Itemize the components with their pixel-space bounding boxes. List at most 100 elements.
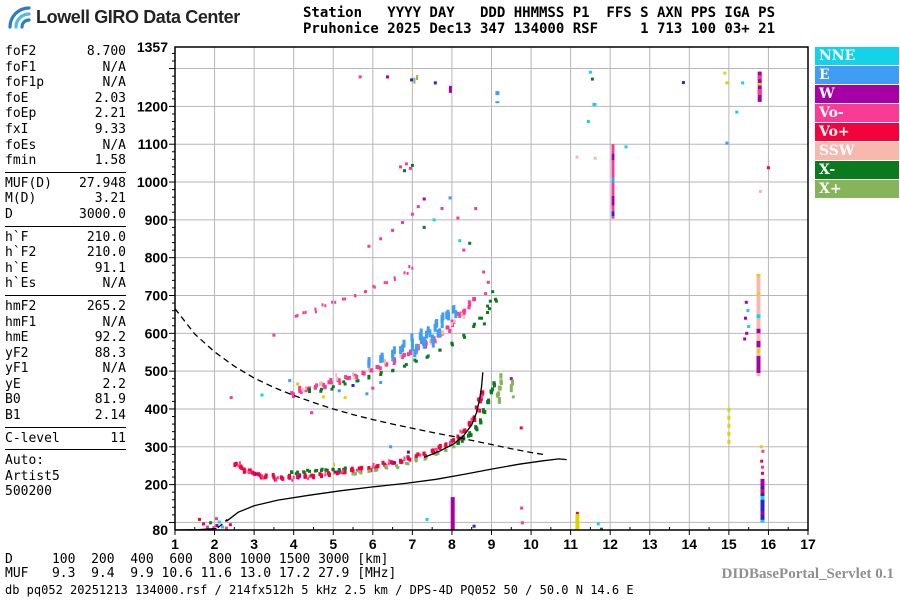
x-axis-label: 8 [448,536,456,552]
station-header-values: Pruhonice 2025 Dec13 347 134000 RSF 1 71… [303,21,776,37]
servlet-version-label: DIDBasePortal_Servlet 0.1 [721,566,894,582]
x-axis-label: 2 [211,536,219,552]
legend-item-ssw: SSW [815,142,899,160]
param-row: h`F 210.0 [5,230,126,246]
profile-valley [217,518,228,529]
param-row: MUF(D) 27.948 [5,176,126,192]
param-label: C-level [5,430,60,446]
param-row: M(D) 3.21 [5,191,126,207]
param-row: foEp 2.21 [5,106,126,122]
x-axis-label: 4 [290,536,298,552]
muf-row: MUF 9.3 9.4 9.9 10.6 11.6 13.0 17.2 27.9… [5,565,397,581]
panel-separator [5,449,126,451]
param-value: 210.0 [86,229,126,245]
param-value: N/A [102,59,126,75]
station-header: Station YYYY DAY DDD HHMMSS P1 FFS S AXN… [303,5,775,37]
rfi-strips [333,71,765,530]
param-value: N/A [102,314,126,330]
legend-item-nne: NNE [815,47,899,65]
f1-trace-x-plus-cusp [496,373,503,404]
param-value: 88.3 [94,345,126,361]
y-axis-label: 1357 [137,39,168,55]
autoscaling-info-line: Auto: [5,453,45,469]
legend-item-x+: X+ [815,180,899,198]
third-hop-pink [294,265,414,318]
x-axis-label: 1 [171,536,179,552]
param-row: fmin 1.58 [5,153,126,169]
y-axis-label: 1000 [137,174,168,190]
param-label: foF2 [5,44,37,59]
param-label: foF1p [5,75,45,91]
param-row: yE 2.2 [5,377,126,393]
param-row: h`E 91.1 [5,261,126,277]
param-value: 3.21 [94,191,126,207]
measurement-info-line: db pq052 20251213 134000.rsf / 214fx512h… [5,583,634,597]
param-row: fxI 9.33 [5,122,126,138]
legend-item-x-: X- [815,161,899,179]
legend-item-vo-: Vo- [815,104,899,122]
autoscaling-info-line: Artist5 [5,468,60,484]
param-label: yF2 [5,345,29,361]
param-value: 3000.0 [79,206,126,222]
param-row: h`Es N/A [5,276,126,292]
y-axis-label: 800 [145,250,169,266]
param-row: foF2 8.700 [5,44,126,60]
param-label: h`F [5,229,29,245]
param-label: foF1 [5,59,37,75]
artist-curves [175,308,567,530]
second-hop-green [307,297,498,394]
param-label: h`F2 [5,245,37,261]
param-row: foF1p N/A [5,75,126,91]
param-value: N/A [102,361,126,377]
param-value: 2.21 [94,106,126,122]
param-value: 1.58 [94,153,126,169]
y-axis-label: 900 [145,212,169,228]
x-axis-label: 12 [602,536,618,552]
param-row: foEs N/A [5,138,126,154]
legend-item-e: E [815,66,899,84]
param-label: fxI [5,121,29,137]
param-value: 11 [110,430,126,446]
d-muf-table: D 100 200 400 600 800 1000 1500 3000 [km… [5,553,396,580]
y-axis-label: 700 [145,287,169,303]
param-row: B0 81.9 [5,392,126,408]
param-row: h`F2 210.0 [5,245,126,261]
param-value: 92.2 [94,330,126,346]
param-label: yE [5,376,21,392]
x-axis-label: 3 [250,536,258,552]
plot-axes: 1357120011001000900800700600500400300200… [137,39,816,552]
param-label: foE [5,90,29,106]
param-label: B0 [5,392,21,408]
y-axis-label: 1200 [137,98,168,114]
x-axis-label: 6 [369,536,377,552]
param-value: 265.2 [86,298,126,314]
param-row: yF2 88.3 [5,346,126,362]
param-row: yF1 N/A [5,361,126,377]
param-label: h`Es [5,276,37,292]
x-axis-label: 10 [523,536,539,552]
echo-direction-legend: NNE E W Vo- Vo+ SSW X- X+ [815,47,899,199]
parameter-panel: foF2 8.700 foF1 N/A foF1p N/A foE 2.03 foEp 2.21 f… [5,44,126,500]
giro-wave-icon [8,6,31,29]
giro-logo: Lowell GIRO Data Center [7,4,240,30]
legend-item-vo+: Vo+ [815,123,899,141]
logo-text: Lowell GIRO Data Center [36,6,240,27]
x-axis-label: 11 [563,536,578,552]
x-axis-label: 7 [408,536,416,552]
param-value: 27.948 [79,175,126,191]
param-value: 210.0 [86,245,126,261]
x-axis-label: 16 [761,536,777,552]
y-axis-label: 1100 [138,136,169,152]
y-axis-label: 500 [145,363,169,379]
x-axis-label: 15 [721,536,737,552]
param-value: N/A [102,75,126,91]
param-value: N/A [102,276,126,292]
x-axis-label: 5 [329,536,337,552]
panel-separator [5,225,126,227]
y-axis-label: 80 [152,522,168,538]
param-label: hmE [5,330,29,346]
param-value: 2.14 [94,408,126,424]
autoscaling-info-line: 500200 [5,484,52,500]
legend-item-w: W [815,85,899,103]
param-label: D [5,206,13,222]
